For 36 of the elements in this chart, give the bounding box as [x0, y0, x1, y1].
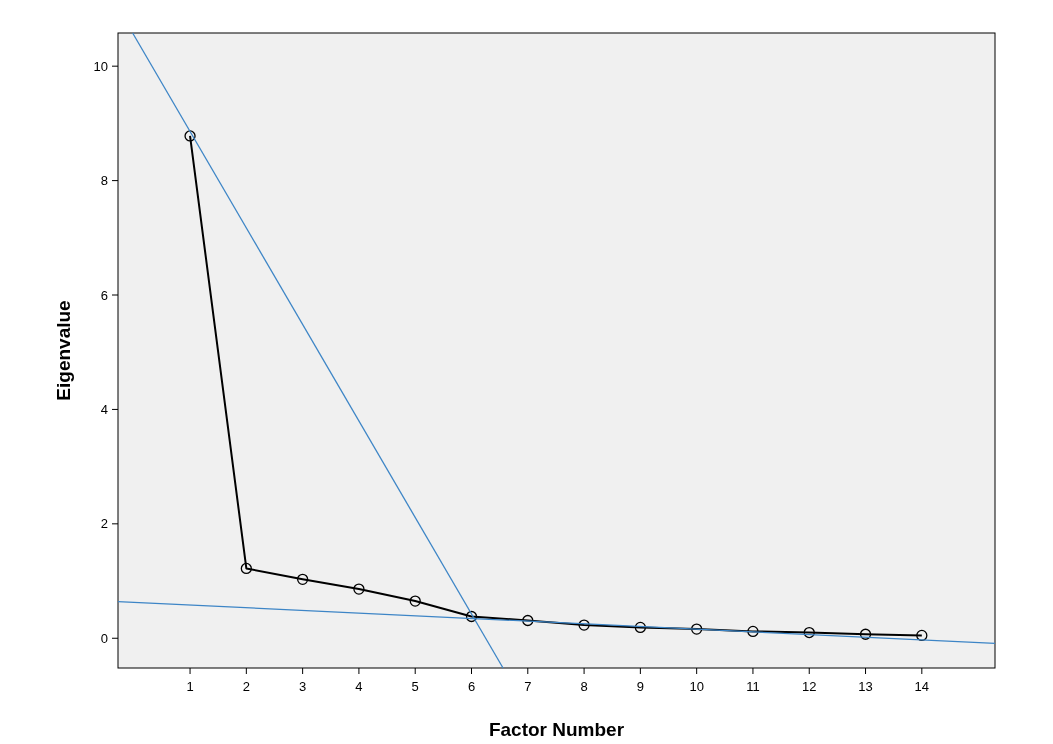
point [353, 583, 365, 595]
y-tick-label: 6 [100, 287, 108, 303]
point [409, 595, 421, 607]
point [465, 610, 478, 623]
point [691, 623, 703, 635]
y-tick-label: 4 [100, 401, 108, 417]
point [916, 629, 928, 642]
x-tick-label: 3 [299, 679, 307, 694]
point [747, 625, 759, 638]
y-tick-label: 0 [100, 630, 108, 646]
point [634, 621, 647, 634]
point [184, 130, 196, 142]
x-tick-label: 12 [802, 679, 817, 694]
x-tick-label: 11 [746, 679, 760, 694]
x-tick-label: 13 [858, 679, 873, 694]
point [240, 562, 252, 575]
point [522, 614, 534, 627]
x-tick-label: 8 [580, 679, 588, 694]
point [859, 628, 872, 640]
y-tick-label: 2 [100, 516, 108, 532]
x-tick-label: 1 [186, 679, 194, 694]
x-tick-label: 4 [355, 679, 363, 694]
x-tick-label: 7 [524, 679, 532, 694]
point [296, 573, 309, 585]
point [803, 626, 815, 639]
x-axis-title: Factor Number [488, 719, 625, 740]
x-tick-label: 10 [689, 679, 704, 694]
x-tick-label: 6 [467, 679, 476, 694]
x-tick-label: 9 [636, 679, 644, 694]
y-axis-title: Eigenvalue [53, 300, 74, 401]
point [578, 619, 590, 631]
x-tick-label: 14 [914, 679, 930, 694]
y-tick-label: 10 [93, 58, 108, 74]
x-tick-label: 2 [242, 679, 250, 694]
x-tick-label: 5 [411, 679, 419, 694]
y-tick-label: 8 [100, 173, 108, 189]
